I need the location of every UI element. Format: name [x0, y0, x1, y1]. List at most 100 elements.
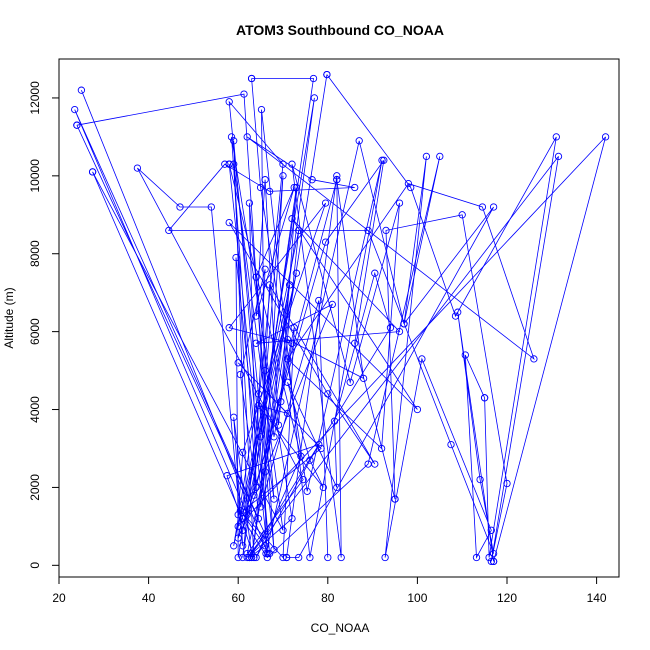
data-point: [270, 546, 278, 554]
data-point: [333, 176, 341, 184]
data-point: [265, 281, 274, 289]
data-point: [277, 398, 285, 406]
data-point: [422, 152, 431, 161]
data-point: [225, 218, 233, 227]
data-point: [263, 553, 271, 562]
data-point: [261, 530, 269, 538]
x-tick-label: 60: [232, 591, 246, 605]
data-point: [239, 526, 247, 534]
data-point: [165, 226, 173, 235]
data-point: [395, 327, 404, 336]
data-point: [303, 487, 311, 495]
data-point: [489, 557, 498, 566]
data-point: [351, 339, 359, 347]
y-tick-label: 8000: [28, 240, 42, 267]
y-tick-label: 0: [28, 562, 42, 569]
data-point: [283, 335, 292, 344]
data-point: [283, 409, 292, 418]
data-point: [337, 553, 345, 562]
series-line-3: [384, 156, 492, 559]
data-point: [234, 522, 242, 531]
data-point: [245, 553, 254, 562]
data-point: [252, 312, 260, 320]
data-point: [315, 440, 323, 449]
series-line-8: [92, 156, 494, 559]
data-point: [554, 152, 563, 161]
data-point: [323, 70, 331, 79]
data-point: [239, 542, 247, 550]
data-point: [245, 199, 254, 207]
data-point: [404, 179, 413, 188]
data-point: [256, 503, 265, 511]
data-point: [230, 542, 238, 550]
data-point: [225, 160, 233, 168]
x-tick-label: 140: [587, 591, 607, 605]
series-line-5: [76, 78, 314, 558]
data-point: [299, 475, 307, 484]
data-point: [261, 542, 269, 550]
data-point: [355, 137, 363, 145]
data-point: [451, 312, 460, 320]
data-point: [292, 183, 301, 192]
data-point: [290, 183, 298, 192]
data-point: [265, 549, 274, 558]
data-point: [243, 549, 251, 558]
y-tick-label: 6000: [28, 318, 42, 345]
data-point: [288, 215, 296, 223]
data-point: [461, 351, 469, 359]
data-point: [236, 370, 245, 379]
data-point: [407, 183, 415, 192]
data-point: [288, 339, 296, 347]
data-point: [73, 121, 81, 129]
data-point: [283, 378, 292, 386]
data-point: [324, 553, 332, 562]
data-point: [286, 281, 294, 289]
data-point: [256, 183, 265, 192]
data-point: [240, 90, 248, 98]
data-point: [71, 105, 79, 114]
data-point: [252, 339, 260, 347]
data-point: [265, 187, 274, 196]
data-point: [487, 557, 495, 566]
points-layer: [71, 70, 610, 566]
data-point: [270, 433, 278, 441]
data-point: [270, 495, 278, 503]
data-point: [380, 156, 388, 164]
data-point: [371, 460, 379, 468]
chart-title: ATOM3 Southbound CO_NOAA: [236, 22, 444, 38]
data-point: [308, 176, 316, 184]
data-point: [225, 324, 233, 332]
data-point: [239, 514, 247, 523]
data-point: [227, 133, 236, 141]
data-point: [359, 374, 368, 383]
data-point: [256, 433, 265, 441]
data-point: [232, 253, 240, 262]
data-point: [262, 549, 270, 558]
data-point: [472, 553, 481, 562]
data-point: [261, 468, 269, 476]
data-point: [321, 199, 330, 207]
data-point: [254, 514, 263, 523]
data-point: [274, 421, 283, 429]
data-point: [264, 549, 272, 558]
x-axis: 20 40 60 80 100 120 140: [52, 576, 607, 605]
data-point: [480, 394, 489, 402]
series-line-11: [237, 136, 606, 562]
data-point: [413, 405, 422, 414]
data-point: [254, 401, 263, 410]
data-point: [225, 98, 233, 106]
data-point: [297, 452, 305, 460]
data-point: [288, 514, 296, 523]
data-point: [377, 444, 386, 453]
data-point: [282, 553, 291, 562]
data-point: [261, 176, 269, 184]
data-point: [395, 199, 404, 207]
data-point: [279, 526, 287, 534]
data-point: [88, 168, 97, 176]
series-line-10: [167, 136, 535, 562]
data-point: [243, 511, 251, 519]
data-point: [333, 483, 341, 492]
data-point: [221, 160, 229, 168]
y-axis: 0 2000 4000 6000 8000 10000 12000: [28, 81, 60, 569]
